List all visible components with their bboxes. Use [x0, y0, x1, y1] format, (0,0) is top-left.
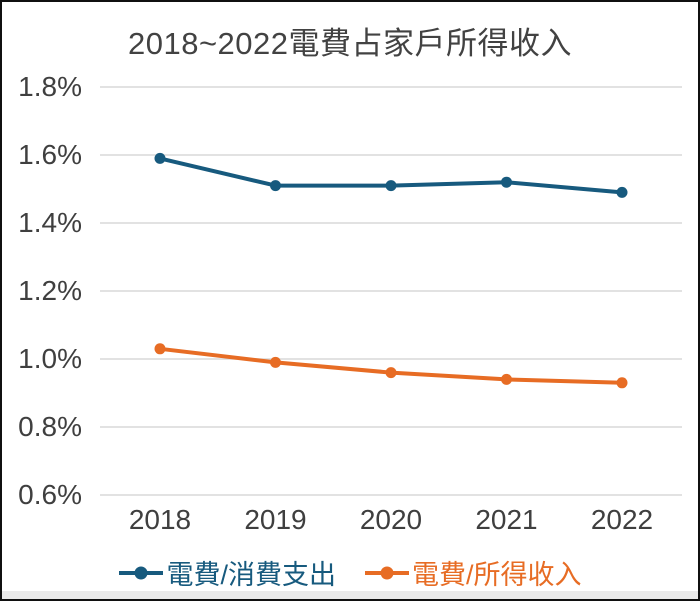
footer-strip	[2, 591, 698, 599]
data-point	[385, 367, 397, 379]
legend-label: 電費/所得收入	[412, 560, 582, 590]
x-axis-tick-label: 2019	[244, 504, 307, 535]
x-axis-tick-label: 2020	[359, 504, 423, 535]
data-point	[616, 186, 628, 198]
chart-legend: 電費/消費支出 電費/所得收入	[2, 553, 698, 592]
legend-label: 電費/消費支出	[166, 560, 336, 590]
legend-item-income: 電費/所得收入	[364, 553, 582, 592]
data-point	[501, 176, 512, 188]
data-point	[270, 180, 281, 192]
data-point	[270, 356, 281, 368]
legend-line-dot-marker	[364, 565, 410, 581]
data-point	[154, 152, 166, 164]
y-axis-tick-label: 1.8%	[18, 71, 82, 102]
data-point	[501, 373, 512, 385]
x-axis-tick-label: 2021	[475, 504, 538, 535]
chart-title: 2018~2022電費占家戶所得收入	[127, 26, 573, 61]
y-axis-tick-label: 0.8%	[18, 411, 82, 442]
y-axis-tick-label: 1.6%	[18, 139, 82, 170]
data-point	[385, 180, 397, 192]
x-axis-tick-label: 2022	[590, 504, 654, 535]
y-axis-tick-label: 0.6%	[18, 479, 82, 510]
y-axis-tick-label: 1.0%	[18, 343, 82, 374]
legend-item-consumption: 電費/消費支出	[118, 553, 336, 592]
y-axis-tick-label: 1.4%	[18, 207, 82, 238]
legend-line-dot-marker	[118, 565, 164, 581]
data-point	[154, 343, 166, 355]
x-axis-tick-label: 2018	[128, 504, 192, 535]
data-point	[616, 377, 628, 389]
y-axis-tick-label: 1.2%	[18, 275, 82, 306]
